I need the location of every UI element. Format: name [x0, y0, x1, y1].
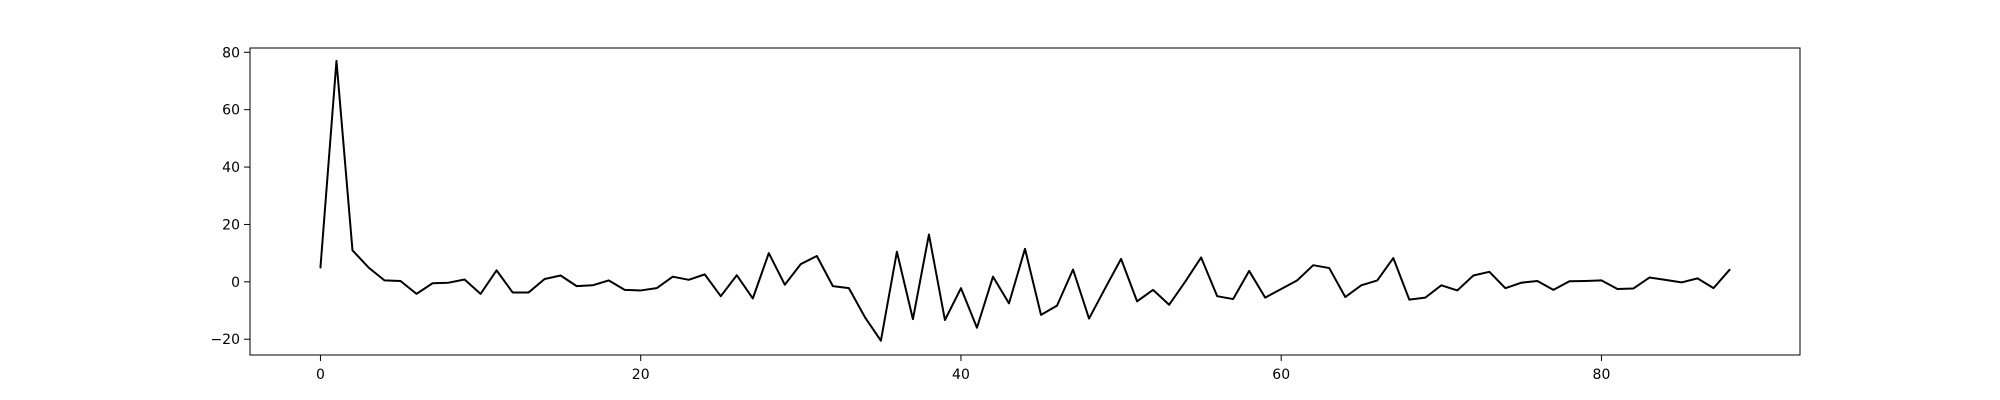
series-line	[319, 59, 1731, 342]
plot-frame	[249, 47, 1801, 356]
y-tick-label: −20	[210, 332, 240, 348]
x-tick-label: 60	[1272, 367, 1290, 383]
x-tick-label: 0	[316, 367, 325, 383]
x-tick-label: 40	[952, 367, 970, 383]
x-axis-ticks: 0 20 40 60 80	[316, 355, 1610, 383]
y-tick-label: 60	[222, 103, 240, 119]
y-axis-ticks: −20 0 20 40 60 80	[210, 45, 250, 348]
y-tick-label: 40	[222, 160, 240, 176]
y-tick-label: 20	[222, 217, 240, 233]
x-tick-label: 80	[1593, 367, 1611, 383]
y-tick-label: 80	[222, 45, 240, 61]
x-tick-label: 20	[632, 367, 650, 383]
y-tick-label: 0	[231, 275, 240, 291]
